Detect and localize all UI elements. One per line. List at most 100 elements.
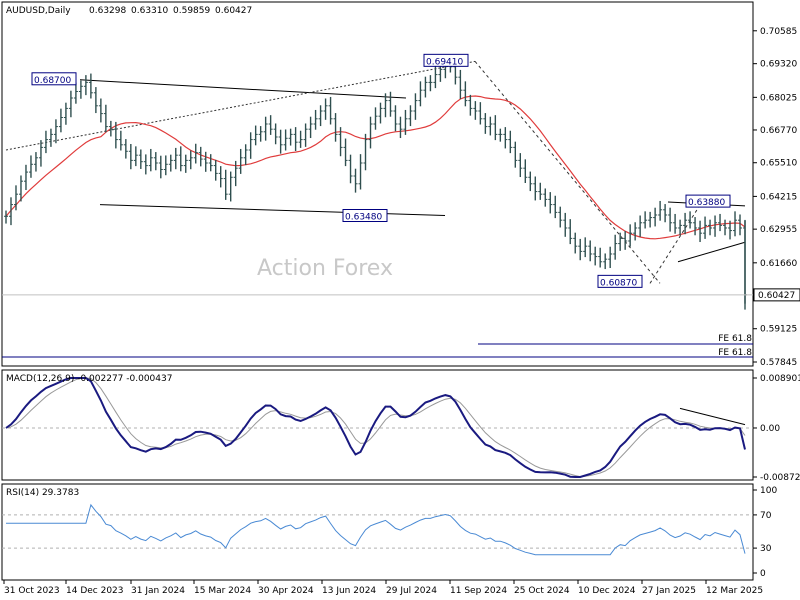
price-tick-label: 0.61660 bbox=[760, 259, 797, 269]
fe-label: FE 61.8 bbox=[718, 348, 752, 358]
price-tick-label: 0.66770 bbox=[760, 126, 797, 136]
price-bar bbox=[38, 140, 43, 167]
price-bar bbox=[8, 197, 13, 226]
price-bar bbox=[263, 116, 268, 141]
macd-tick-label: 0.00 bbox=[760, 424, 780, 434]
price-bar bbox=[4, 210, 8, 224]
price-bar bbox=[43, 130, 48, 154]
price-bar bbox=[633, 222, 638, 241]
price-bar bbox=[423, 76, 428, 98]
price-bar bbox=[98, 98, 103, 123]
price-bar bbox=[543, 188, 548, 207]
price-bar bbox=[613, 234, 618, 260]
price-bar bbox=[198, 146, 203, 167]
price-header-open: 0.63298 bbox=[89, 6, 126, 16]
price-bar bbox=[723, 219, 728, 236]
price-header-close: 0.60427 bbox=[215, 6, 252, 16]
price-bar bbox=[638, 215, 643, 237]
price-bar bbox=[628, 224, 633, 247]
price-bar bbox=[283, 129, 288, 151]
x-tick-label: 31 Oct 2023 bbox=[4, 586, 60, 596]
price-bar bbox=[168, 154, 173, 172]
price-header-symbol: AUDUSD,Daily bbox=[6, 6, 71, 16]
price-bar bbox=[683, 212, 688, 235]
rsi-panel: RSI(14) 29.3783 100 70 30 0 bbox=[1, 483, 777, 581]
price-bar bbox=[103, 104, 108, 133]
price-bar bbox=[338, 127, 343, 157]
price-bar bbox=[428, 75, 433, 92]
price-bar bbox=[588, 240, 593, 262]
price-tick-label: 0.57845 bbox=[760, 358, 797, 368]
price-bar bbox=[528, 171, 533, 192]
annotation-box bbox=[423, 53, 469, 67]
price-header-low: 0.59859 bbox=[173, 6, 210, 16]
current-price-box bbox=[753, 288, 800, 302]
price-bar bbox=[228, 171, 233, 202]
price-tick-label: 0.69320 bbox=[760, 60, 797, 70]
price-bar bbox=[118, 130, 123, 151]
price-bar bbox=[698, 220, 703, 243]
price-bar bbox=[158, 155, 163, 179]
price-bar bbox=[48, 128, 53, 147]
price-bar bbox=[488, 116, 493, 136]
price-bar bbox=[333, 113, 338, 142]
price-bar bbox=[123, 139, 128, 159]
price-bar bbox=[558, 206, 563, 228]
price-bar bbox=[193, 143, 198, 164]
price-bar bbox=[308, 116, 313, 139]
price-bar bbox=[63, 102, 68, 125]
macd-lines bbox=[2, 377, 753, 478]
ma-path bbox=[5, 95, 746, 240]
annotation-label: 0.68700 bbox=[34, 76, 71, 86]
price-bar bbox=[733, 211, 738, 237]
price-bar bbox=[493, 115, 498, 141]
price-bar bbox=[303, 123, 308, 147]
price-bar bbox=[153, 152, 158, 171]
price-bar bbox=[358, 154, 363, 190]
price-bar bbox=[248, 132, 253, 159]
fib-dashed-line bbox=[474, 61, 661, 284]
macd-tick-label: 0.008901 bbox=[760, 374, 800, 384]
price-bar bbox=[498, 128, 503, 142]
price-bar bbox=[608, 246, 613, 269]
price-bar bbox=[203, 151, 208, 172]
rsi-tick-label: 100 bbox=[760, 486, 777, 496]
price-bar bbox=[513, 141, 518, 168]
price-bar bbox=[703, 216, 708, 239]
price-bar bbox=[108, 120, 113, 137]
x-tick-label: 25 Oct 2024 bbox=[514, 586, 570, 596]
price-extra: 0.68700 0.69410 0.63480 0.60870 0.63880 FE 61… bbox=[31, 53, 752, 358]
x-tick-label: 29 Jul 2024 bbox=[386, 586, 437, 596]
price-bar bbox=[523, 159, 528, 184]
annotation-box bbox=[597, 274, 643, 288]
price-bar bbox=[253, 125, 258, 146]
price-bar bbox=[138, 149, 143, 169]
price-bar bbox=[218, 166, 223, 188]
x-tick-label: 13 Jun 2024 bbox=[322, 586, 376, 596]
macd-y-axis: 0.008901 0.00 -0.008729 bbox=[753, 374, 800, 483]
annotation-label: 0.60870 bbox=[600, 278, 637, 288]
price-bar bbox=[18, 175, 23, 202]
price-bar bbox=[348, 154, 353, 184]
price-tick-label: 0.70585 bbox=[760, 27, 797, 37]
price-bar bbox=[243, 144, 248, 166]
rsi-tick-label: 0 bbox=[760, 569, 766, 579]
annotation-box bbox=[342, 209, 388, 223]
price-bar bbox=[713, 215, 718, 237]
price-bar bbox=[388, 91, 393, 117]
price-y-axis: 0.70585 0.69320 0.68025 0.66770 0.65510 0.642… bbox=[2, 27, 800, 368]
price-bar bbox=[468, 94, 473, 116]
price-bar bbox=[313, 109, 318, 130]
price-bar bbox=[143, 154, 148, 175]
price-header-high: 0.63310 bbox=[131, 6, 168, 16]
price-bar bbox=[653, 207, 658, 227]
price-bar bbox=[483, 113, 488, 134]
price-bar bbox=[58, 108, 63, 133]
price-bar bbox=[393, 105, 398, 132]
price-bar bbox=[13, 185, 18, 211]
price-bar bbox=[368, 116, 373, 149]
macd-trendline bbox=[679, 407, 746, 426]
price-bar bbox=[213, 159, 218, 181]
price-bar bbox=[663, 204, 668, 223]
price-bar bbox=[538, 182, 543, 200]
